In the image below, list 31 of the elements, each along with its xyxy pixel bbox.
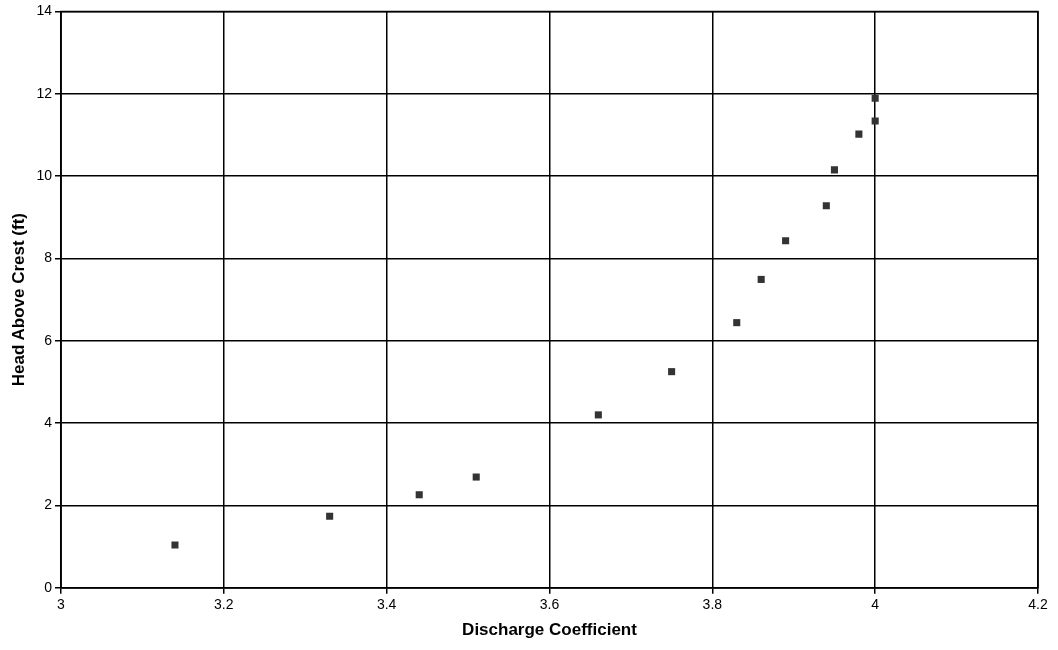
x-tick-label: 4 [871,596,880,613]
y-tick-label: 0 [44,578,53,595]
x-tick-label: 3.4 [376,596,397,613]
y-tick-label: 14 [36,2,53,19]
y-axis-title: Head Above Crest (ft) [8,213,28,387]
point [171,541,179,549]
point [871,117,879,125]
y-tick-label: 4 [44,413,53,430]
y-tick-label: 2 [44,496,53,513]
point [871,94,879,102]
x-tick-label: 3.8 [702,596,723,613]
point [668,368,676,376]
point [822,202,830,210]
y-tick-label: 10 [36,166,53,183]
point [757,275,765,283]
point [415,491,423,499]
y-tick-label: 6 [44,331,53,348]
x-tick-label: 3 [57,596,66,613]
x-tick-label: 4.2 [1028,596,1048,613]
point [855,130,863,138]
point [594,411,602,419]
point [472,473,480,481]
point [326,512,334,520]
y-tick-label: 12 [36,84,53,101]
point [830,166,838,174]
point [733,319,741,327]
x-axis-title: Discharge Coefficient [462,620,638,640]
x-tick-label: 3.6 [539,596,560,613]
y-tick-label: 8 [44,249,53,266]
point [782,237,790,245]
x-tick-label: 3.2 [214,596,234,613]
